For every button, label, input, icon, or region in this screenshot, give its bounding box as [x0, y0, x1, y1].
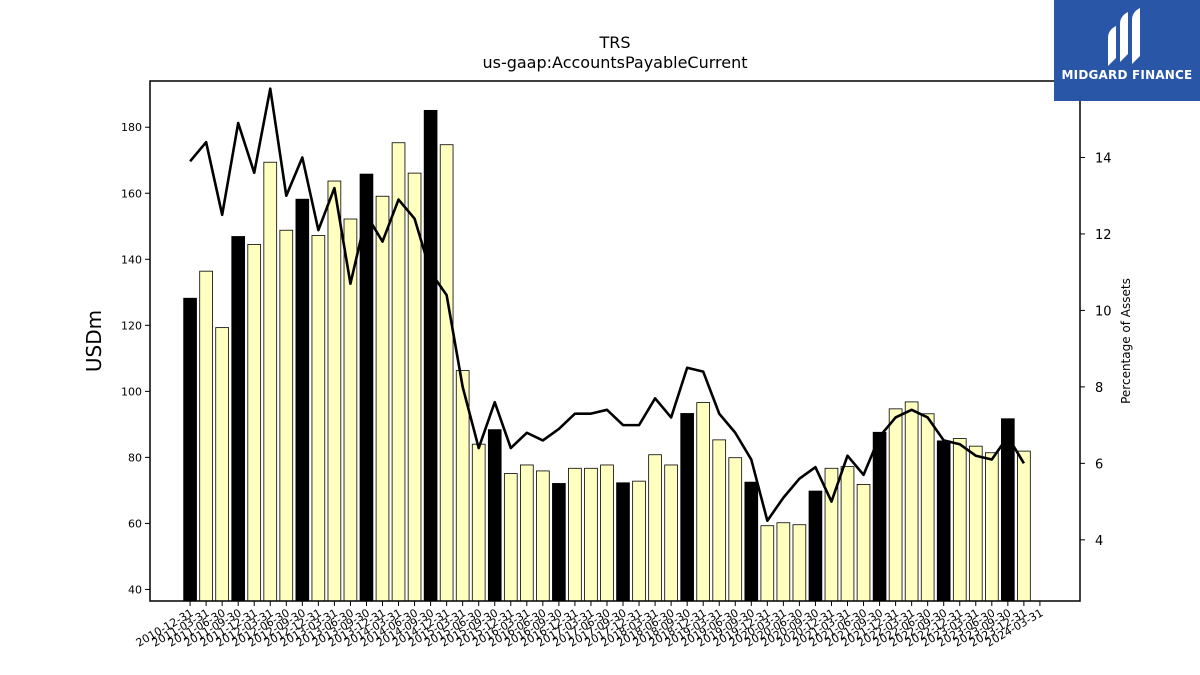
bar-2022-09-30 — [936, 440, 951, 602]
bar-2023-03-31 — [968, 445, 983, 602]
y-axis-label: USDm — [82, 310, 106, 372]
bar-2021-12-31 — [888, 408, 903, 602]
bar-2014-12-31 — [439, 144, 454, 602]
bars-layer — [183, 109, 1031, 602]
bar-2023-06-30 — [985, 452, 999, 602]
bar-2017-06-30 — [600, 464, 614, 602]
bar-2021-06-30 — [856, 484, 871, 602]
bar-2013-03-31 — [327, 180, 342, 602]
bar-2021-03-31 — [840, 466, 855, 602]
bar-2016-03-31 — [520, 464, 534, 602]
bar-2014-09-30 — [423, 109, 438, 602]
y-tick-label: 40 — [128, 583, 142, 596]
bar-2018-12-31 — [696, 402, 711, 602]
bar-2011-03-31 — [199, 270, 213, 602]
bar-2012-03-31 — [263, 161, 278, 602]
bar-2022-06-30 — [920, 413, 935, 602]
bar-2012-06-30 — [279, 229, 294, 602]
bar-2021-09-30 — [872, 431, 887, 602]
y2-tick-label: 4 — [1095, 534, 1103, 549]
bar-2020-03-31 — [776, 522, 791, 602]
bar-2012-12-31 — [311, 235, 326, 602]
y2-axis-label: Percentage of Assets — [1119, 278, 1133, 404]
y2-tick-label: 14 — [1095, 151, 1112, 166]
bar-2016-06-30 — [536, 470, 550, 602]
bar-2011-09-30 — [231, 236, 246, 602]
bar-2012-09-30 — [295, 198, 310, 602]
bar-2017-03-31 — [584, 467, 598, 602]
y2-tick-label: 12 — [1095, 228, 1112, 243]
y-tick-label: 80 — [128, 451, 142, 464]
bar-2016-12-31 — [568, 467, 582, 602]
bar-2019-06-30 — [728, 457, 743, 602]
bar-2022-03-31 — [904, 401, 919, 602]
bar-2019-09-30 — [744, 481, 759, 602]
bar-2019-03-31 — [712, 439, 727, 602]
midgard-logo-icon — [1108, 8, 1140, 66]
bar-2010-12-31 — [183, 297, 197, 602]
plot-frame — [149, 80, 1081, 602]
percentage-line — [189, 87, 1025, 523]
y-tick-label: 100 — [121, 385, 142, 398]
chart-title: TRS — [598, 33, 630, 52]
brand-name: MIDGARD FINANCE — [1061, 68, 1193, 82]
bar-2018-06-30 — [664, 464, 678, 602]
y-tick-label: 140 — [121, 253, 142, 266]
bar-2015-12-31 — [503, 473, 518, 602]
bar-2011-06-30 — [215, 327, 229, 602]
bar-2011-12-31 — [247, 244, 262, 602]
bar-2017-12-31 — [632, 480, 646, 602]
bar-2020-09-30 — [808, 490, 823, 602]
bar-2020-06-30 — [792, 524, 807, 602]
y-tick-label: 120 — [121, 319, 142, 332]
bar-2019-12-31 — [760, 525, 775, 602]
bar-2015-06-30 — [471, 443, 486, 602]
y2-tick-label: 10 — [1095, 304, 1112, 319]
bar-2023-12-31 — [1017, 450, 1031, 602]
y2-tick-label: 6 — [1095, 457, 1103, 472]
bar-2015-09-30 — [487, 429, 502, 602]
chart-subtitle: us-gaap:AccountsPayableCurrent — [482, 53, 747, 72]
y-tick-label: 180 — [121, 121, 142, 134]
line-layer — [189, 87, 1025, 523]
bar-2022-12-31 — [952, 438, 967, 602]
y2-tick-label: 8 — [1095, 381, 1103, 396]
bar-2013-12-31 — [375, 195, 390, 602]
y-tick-label: 160 — [121, 187, 142, 200]
bar-2018-09-30 — [680, 413, 694, 602]
y-tick-label: 60 — [128, 517, 142, 530]
brand-logo: MIDGARD FINANCE — [1054, 0, 1200, 101]
axes-layer: 4060801001201401601804681012142010-12-31… — [121, 80, 1112, 650]
bar-2017-09-30 — [616, 482, 630, 602]
bar-2018-03-31 — [648, 454, 662, 602]
bar-2016-09-30 — [552, 483, 566, 602]
